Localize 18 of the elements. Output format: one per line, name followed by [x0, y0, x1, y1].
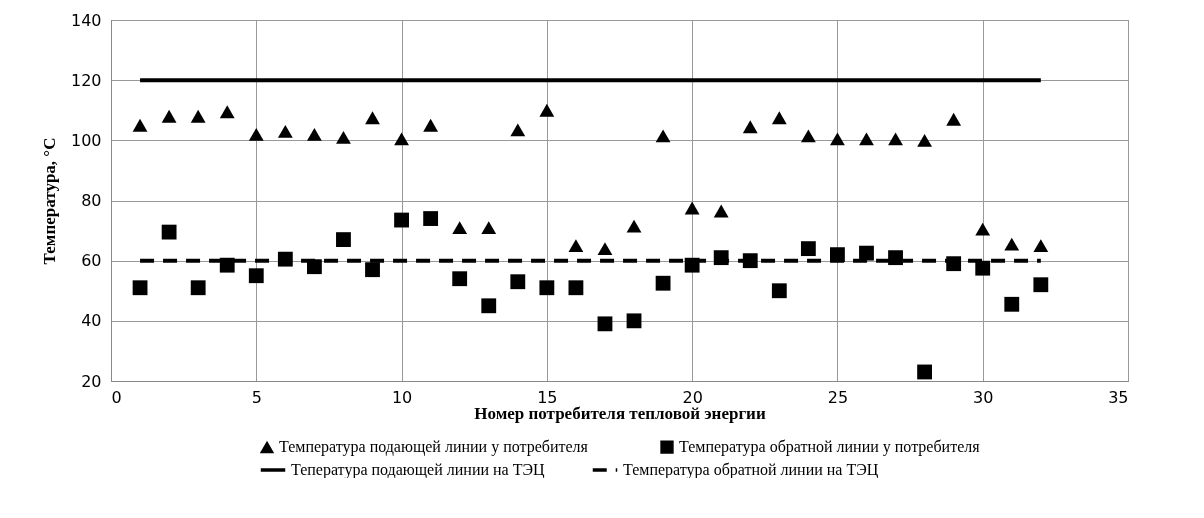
- legend-label: Температура обратной линии на ТЭЦ: [623, 461, 879, 479]
- x-tick-label: 0: [111, 387, 122, 407]
- legend-label: Тепература подающей линии на ТЭЦ: [291, 461, 546, 479]
- x-tick-label: 35: [1108, 387, 1129, 407]
- y-tick-label: 100: [70, 130, 102, 150]
- legend-label: Температура обратной линии у потребителя: [679, 438, 981, 457]
- x-tick-label: 25: [827, 387, 849, 407]
- x-tick-label: 10: [391, 387, 413, 407]
- x-tick-label: 30: [973, 387, 994, 407]
- y-tick-label: 80: [81, 191, 102, 210]
- y-tick-label: 20: [81, 371, 102, 391]
- y-tick-label: 120: [70, 70, 102, 90]
- y-tick-label: 140: [70, 10, 102, 30]
- legend-label: Температура подающей линии у потребителя: [279, 438, 589, 457]
- y-axis-title: Температура, °C: [39, 137, 59, 265]
- y-tick-label: 40: [81, 311, 102, 331]
- y-tick-label: 60: [81, 251, 102, 271]
- x-tick-label: 5: [251, 387, 262, 407]
